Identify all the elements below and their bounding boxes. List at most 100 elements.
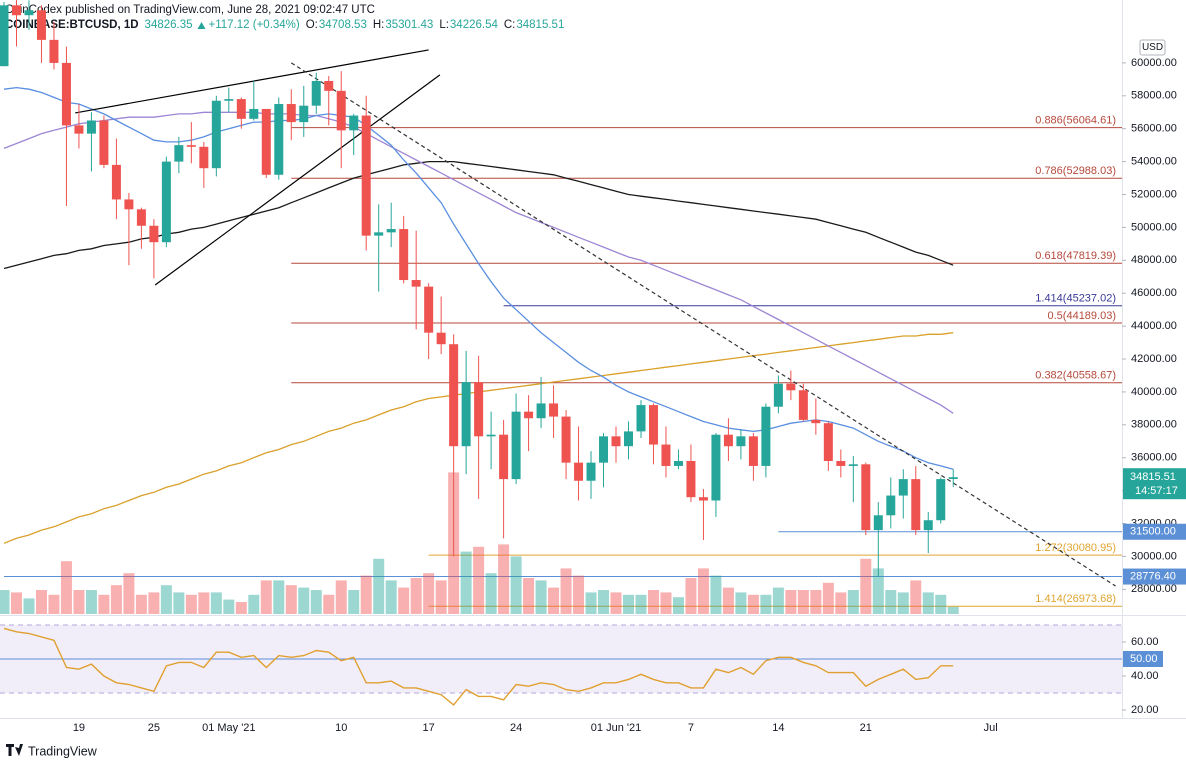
volume-bar [185,594,197,614]
ohlc-value: 34226.54 [450,19,499,31]
candle-body [99,120,109,165]
candle-body [349,115,359,131]
candle-body [524,411,534,419]
candle-body [673,461,683,466]
ohlc-label: H: [373,19,385,31]
level-axis-label: 28776.40 [1130,570,1176,582]
volume-bar [810,590,822,614]
candle-body [711,434,721,501]
countdown: 14:57:17 [1135,485,1178,497]
level-axis-label: 31500.00 [1130,526,1176,538]
y-tick-label: 42000.00 [1131,353,1177,365]
y-tick-label: 46000.00 [1131,287,1177,299]
volume-bar [498,544,510,614]
candle-body [648,405,658,445]
rsi-line [3,627,954,706]
volume-bar [360,575,372,614]
trendline [290,62,1116,587]
volume-bar [260,580,272,614]
volume-bar [210,592,222,614]
candle-body [386,229,396,233]
candle-body [24,10,34,16]
last-price: 34826.35 [145,19,193,31]
candle-body [36,10,46,40]
candle-body [861,464,871,531]
candle-body [61,62,71,126]
volume-bar [573,575,585,614]
volume-bar [647,590,659,614]
y-tick-label: 30000.00 [1131,550,1177,562]
volume-bar [235,602,247,614]
volume-bar [747,594,759,614]
candle-body [374,232,384,236]
volume-bar [85,590,97,614]
x-tick-label: 25 [148,722,160,734]
candle-body [86,120,96,134]
volume-bar [860,558,872,614]
candle-body [636,405,646,432]
volume-bar [797,590,809,614]
volume-bar [635,594,647,614]
volume-bar [335,580,347,614]
candle-body [111,164,121,200]
candle-body [136,209,146,226]
y-tick-label: 20.00 [1131,704,1159,716]
candle-body [836,461,846,466]
ohlc-value: 35301.43 [385,19,433,31]
volume-bar [685,578,697,614]
volume-bar [660,592,672,614]
candle-body [886,495,896,516]
volume-bar [273,580,285,614]
volume-bar [198,592,210,614]
y-tick-label: 38000.00 [1131,419,1177,431]
footer-brand: TradingView [28,744,98,758]
candle-body [611,436,621,447]
last-price-label: 34815.51 [1130,471,1176,483]
x-tick-label: 01 May '21 [202,722,255,734]
footer-logo [6,744,23,756]
volume-bar [523,578,535,614]
ohlc-value: 34708.53 [319,19,367,31]
volume-bar [560,568,572,614]
candle-body [11,5,21,16]
volume-bar [160,585,172,614]
level-label: 1.414(26973.68) [1035,593,1116,605]
ohlc-label: C: [504,19,516,31]
candle-body [761,406,771,466]
y-tick-label: 56000.00 [1131,123,1177,135]
volume-bar [35,590,47,614]
candle-body [911,479,921,531]
x-tick-label: 19 [73,722,85,734]
up-arrow [197,22,206,29]
candle-body [424,286,434,333]
volume-bar [248,594,260,614]
volume-bar [410,578,422,614]
volume-bar [348,590,360,614]
y-tick-label: 58000.00 [1131,90,1177,102]
candle-body [74,125,84,134]
volume-bar [423,573,435,614]
candle-body [848,464,858,466]
candle-body [823,423,833,462]
volume-bar [398,587,410,614]
trendline [75,49,429,114]
level-label: 1.414(45237.02) [1035,293,1116,305]
currency: USD [1142,42,1163,53]
volume-bar [460,551,472,614]
volume-bar [897,592,909,614]
candle-body [249,108,259,119]
ohlc-label: O: [306,19,318,31]
midline-axis-box [1123,650,1163,667]
candle-body [748,436,758,466]
candle-body [511,411,521,480]
volume-bar [598,590,610,614]
volume-bar [23,598,35,614]
candle-body [299,105,309,123]
y-tick-label: 60000.00 [1131,57,1177,69]
candle-body [599,436,609,463]
trendline [154,74,441,286]
level-label: 0.786(52988.03) [1035,165,1116,177]
candle-body [549,403,559,417]
volume-bar [772,587,784,614]
